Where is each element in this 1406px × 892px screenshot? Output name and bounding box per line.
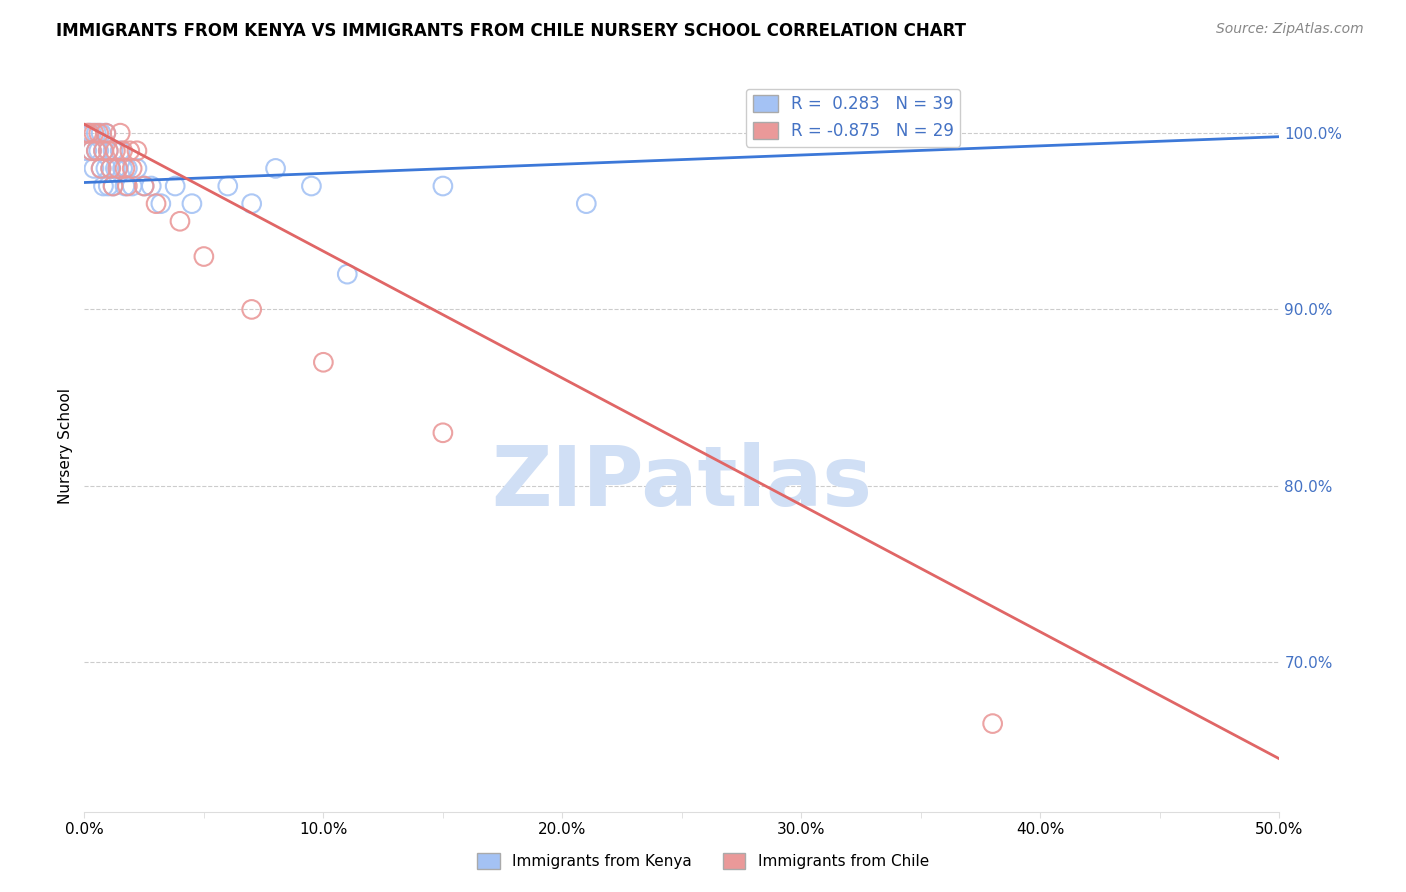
Point <box>181 196 204 211</box>
Point <box>240 196 263 211</box>
Point <box>336 267 359 281</box>
Point <box>86 144 108 158</box>
Point <box>94 126 117 140</box>
Point <box>90 161 112 176</box>
Point <box>149 196 172 211</box>
Point <box>80 126 103 140</box>
Point <box>165 179 187 194</box>
Point <box>80 144 103 158</box>
Text: IMMIGRANTS FROM KENYA VS IMMIGRANTS FROM CHILE NURSERY SCHOOL CORRELATION CHART: IMMIGRANTS FROM KENYA VS IMMIGRANTS FROM… <box>56 22 966 40</box>
Text: ZIPatlas: ZIPatlas <box>492 442 872 523</box>
Point <box>132 179 156 194</box>
Point <box>110 144 132 158</box>
Point <box>193 250 215 264</box>
Point <box>86 126 108 140</box>
Point <box>101 179 124 194</box>
Point <box>312 355 335 369</box>
Point <box>117 161 139 176</box>
Point <box>121 161 143 176</box>
Point <box>981 716 1004 731</box>
Y-axis label: Nursery School: Nursery School <box>58 388 73 504</box>
Point <box>121 179 143 194</box>
Point <box>141 179 163 194</box>
Point <box>107 161 129 176</box>
Point <box>145 196 167 211</box>
Point <box>104 144 127 158</box>
Point <box>432 179 454 194</box>
Point <box>111 161 134 176</box>
Legend: Immigrants from Kenya, Immigrants from Chile: Immigrants from Kenya, Immigrants from C… <box>471 847 935 875</box>
Point <box>90 126 112 140</box>
Point <box>77 126 100 140</box>
Point <box>114 161 136 176</box>
Point <box>301 179 323 194</box>
Point <box>100 161 122 176</box>
Point <box>87 126 110 140</box>
Point <box>125 144 148 158</box>
Point <box>77 126 100 140</box>
Text: Source: ZipAtlas.com: Source: ZipAtlas.com <box>1216 22 1364 37</box>
Point <box>94 161 117 176</box>
Point <box>93 179 115 194</box>
Point <box>240 302 263 317</box>
Point <box>101 144 124 158</box>
Point <box>80 144 103 158</box>
Point <box>97 179 120 194</box>
Point <box>93 144 115 158</box>
Point <box>94 126 117 140</box>
Point <box>114 179 136 194</box>
Point <box>110 126 132 140</box>
Point <box>118 144 141 158</box>
Point <box>101 179 124 194</box>
Point <box>90 161 112 176</box>
Point <box>125 161 148 176</box>
Point <box>264 161 287 176</box>
Point <box>111 144 134 158</box>
Point <box>87 144 110 158</box>
Point <box>432 425 454 440</box>
Point <box>97 144 120 158</box>
Point <box>86 144 108 158</box>
Point <box>104 161 127 176</box>
Point <box>575 196 598 211</box>
Point <box>169 214 191 228</box>
Point <box>83 126 105 140</box>
Point <box>83 161 105 176</box>
Point <box>117 179 139 194</box>
Point <box>107 161 129 176</box>
Point <box>217 179 239 194</box>
Point <box>76 126 98 140</box>
Point <box>93 144 115 158</box>
Point <box>97 144 120 158</box>
Point <box>100 161 122 176</box>
Legend: R =  0.283   N = 39, R = -0.875   N = 29: R = 0.283 N = 39, R = -0.875 N = 29 <box>745 88 960 146</box>
Point <box>76 144 98 158</box>
Point <box>132 179 156 194</box>
